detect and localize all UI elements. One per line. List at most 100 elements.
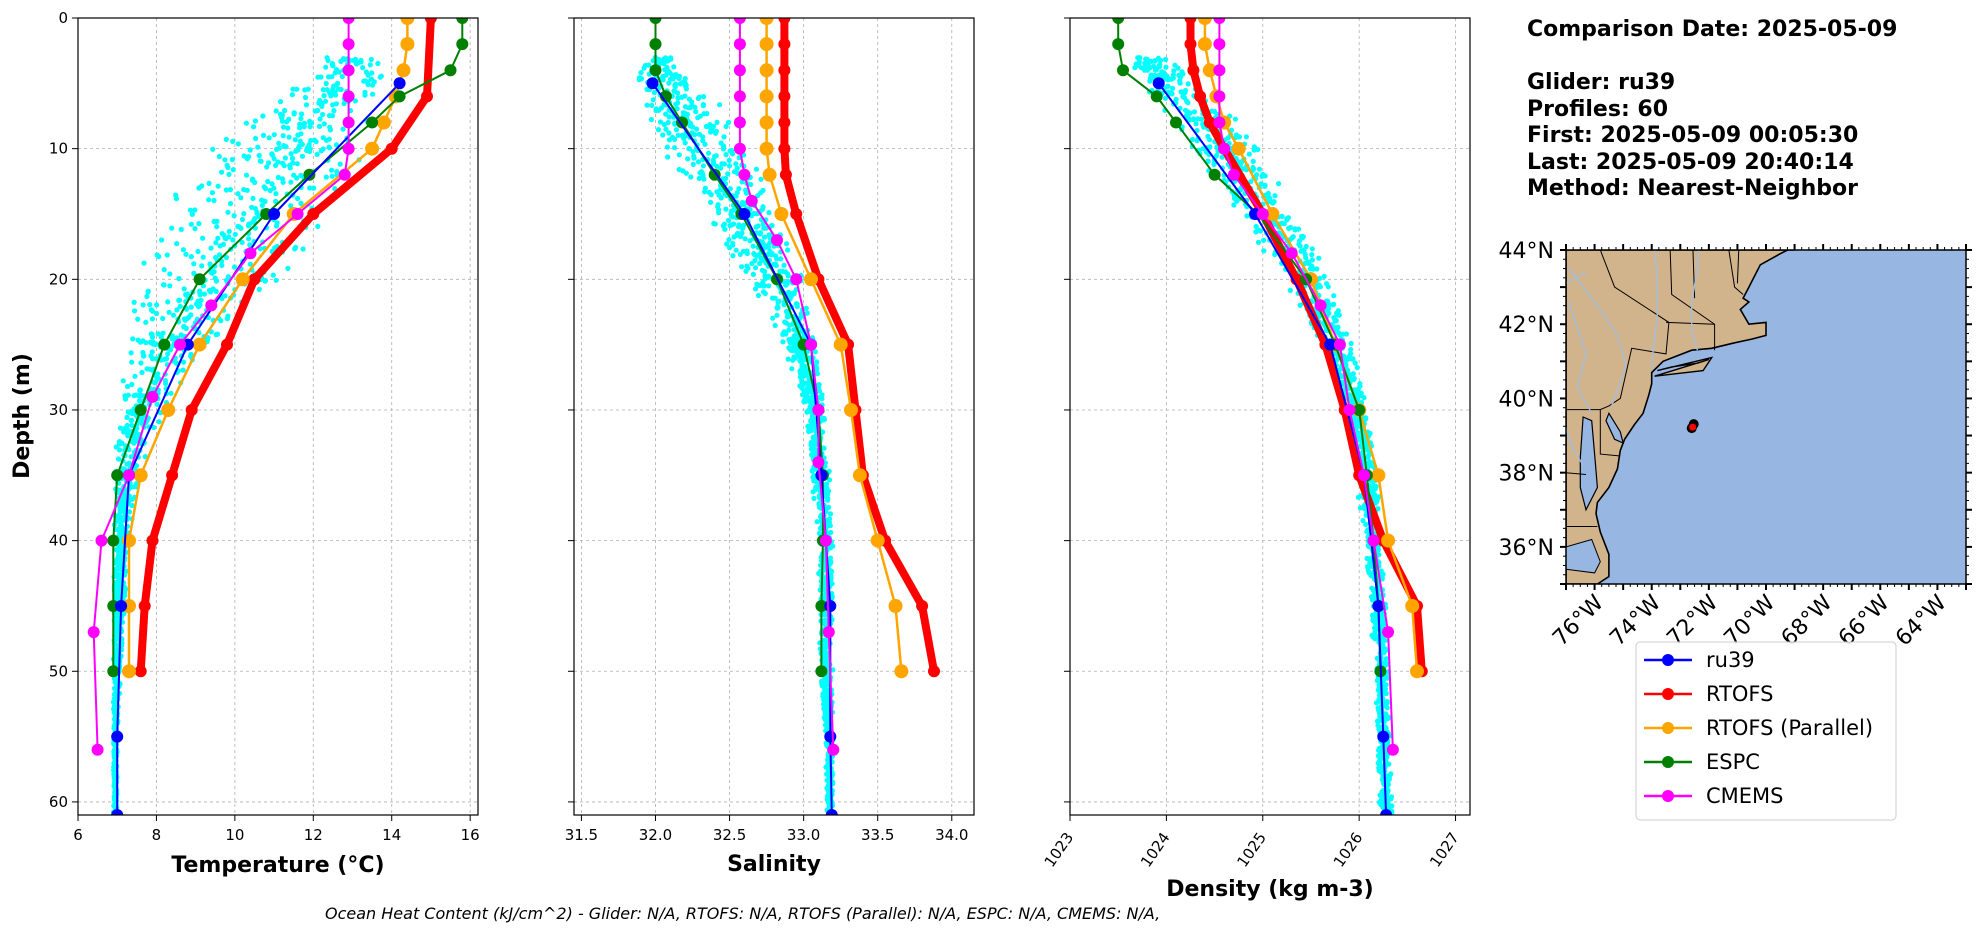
scatter-point — [714, 163, 720, 169]
scatter-point — [712, 153, 718, 160]
scatter-point — [264, 164, 270, 170]
scatter-point — [660, 77, 666, 83]
scatter-point — [1163, 56, 1169, 63]
scatter-point — [1367, 563, 1373, 569]
series-marker — [421, 90, 433, 103]
scatter-point — [197, 290, 203, 296]
series-marker — [385, 142, 398, 155]
scatter-point — [165, 299, 171, 305]
scatter-point — [266, 160, 272, 166]
scatter-point — [638, 70, 644, 76]
series-marker — [1386, 743, 1399, 756]
scatter-point — [188, 254, 194, 260]
scatter-point — [760, 289, 767, 295]
x-tick-label: 1023 — [1041, 829, 1078, 871]
scatter-point — [206, 180, 212, 186]
scatter-point — [257, 158, 263, 164]
scatter-point — [1331, 301, 1337, 307]
x-tick-label: 8 — [152, 826, 162, 844]
scatter-point — [1132, 65, 1138, 71]
series-marker — [1202, 63, 1217, 78]
series-marker — [1184, 38, 1197, 51]
scatter-point — [754, 253, 760, 259]
series-marker — [161, 403, 176, 417]
scatter-point — [341, 100, 347, 107]
scatter-point — [701, 94, 707, 100]
series-marker — [396, 63, 411, 78]
scatter-point — [1187, 117, 1193, 123]
scatter-point — [1335, 312, 1341, 318]
scatter-point — [709, 125, 715, 131]
scatter-point — [256, 286, 262, 292]
series-marker — [400, 37, 415, 52]
scatter-point — [723, 206, 729, 212]
scatter-point — [1211, 161, 1217, 167]
scatter-point — [375, 60, 381, 67]
scatter-point — [1152, 67, 1158, 73]
scatter-point — [298, 172, 304, 179]
scatter-point — [669, 72, 675, 78]
scatter-point — [1287, 224, 1294, 231]
scatter-point — [321, 93, 327, 99]
scatter-point — [1357, 505, 1363, 511]
scatter-point — [1184, 112, 1190, 118]
scatter-point — [682, 140, 688, 146]
x-tick-label: 1025 — [1233, 829, 1270, 871]
series-marker — [192, 337, 207, 352]
scatter-point — [191, 261, 197, 267]
scatter-point — [231, 213, 237, 219]
density-panel: 1023 1024 1025 1026 1027 — [1041, 17, 1471, 871]
scatter-point — [827, 511, 834, 517]
scatter-point — [1248, 179, 1254, 185]
scatter-point — [199, 263, 205, 269]
scatter-point — [149, 334, 156, 340]
scatter-point — [1189, 136, 1196, 143]
scatter-point — [143, 319, 149, 325]
scatter-point — [1378, 769, 1384, 775]
scatter-point — [674, 106, 680, 112]
scatter-point — [249, 204, 255, 210]
series-cmems — [733, 18, 840, 756]
scatter-point — [291, 111, 297, 117]
scatter-point — [113, 680, 119, 686]
scatter-point — [1180, 93, 1186, 100]
method: Method: Nearest-Neighbor — [1527, 176, 1858, 201]
scatter-point — [1251, 147, 1257, 153]
plot-area — [87, 18, 469, 815]
series-cmems — [87, 18, 355, 756]
scatter-point — [241, 211, 247, 217]
series-marker — [111, 730, 124, 743]
scatter-point — [1383, 682, 1389, 688]
scatter-point — [275, 174, 281, 181]
scatter-point — [227, 187, 233, 193]
scatter-point — [1256, 166, 1262, 172]
scatter-point — [1388, 794, 1395, 800]
scatter-point — [661, 56, 667, 62]
series-marker — [778, 116, 791, 129]
scatter-point — [644, 102, 650, 108]
scatter-point — [665, 119, 671, 126]
scatter-point — [798, 371, 804, 377]
scatter-point — [671, 64, 677, 70]
scatter-point — [225, 164, 231, 170]
plot-area — [1112, 18, 1428, 815]
map-lon-label: 76°W — [1548, 590, 1609, 651]
x-tick-label: 12 — [304, 826, 323, 844]
scatter-point — [132, 308, 138, 314]
scatter-point — [293, 148, 299, 154]
series-marker — [1256, 208, 1269, 220]
series-marker — [805, 338, 817, 351]
scatter-point — [129, 422, 135, 428]
scatter-point — [271, 132, 277, 138]
scatter-point — [238, 225, 244, 231]
scatter-point — [1354, 365, 1360, 371]
scatter-point — [201, 291, 208, 297]
scatter-point — [289, 92, 295, 98]
legend-marker — [1662, 722, 1674, 734]
scatter-point — [137, 339, 144, 345]
series-marker — [778, 64, 791, 77]
scatter-point — [232, 231, 238, 237]
scatter-point — [689, 99, 695, 105]
scatter-point — [1303, 255, 1309, 261]
